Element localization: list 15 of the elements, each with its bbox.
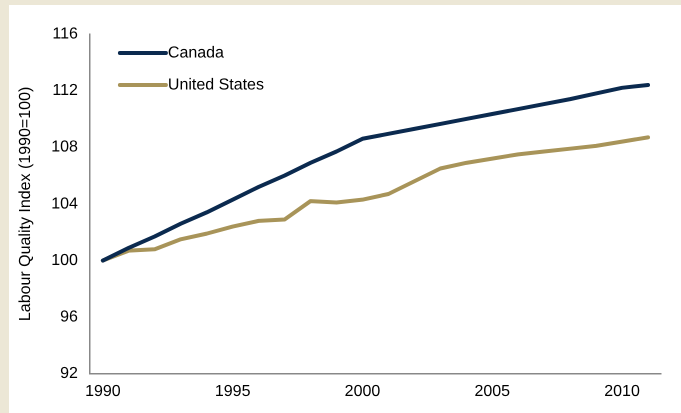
y-tick-label: 112 <box>52 82 78 100</box>
x-tick-label: 1995 <box>214 382 251 400</box>
y-axis-title: Labour Quality Index (1990=100) <box>17 86 34 322</box>
legend-label: Canada <box>168 44 224 62</box>
y-tick-label: 104 <box>51 195 78 212</box>
y-tick-label: 96 <box>60 308 78 326</box>
x-tick-label: 2005 <box>474 382 510 400</box>
y-tick-label: 108 <box>51 138 78 156</box>
y-tick-label: 116 <box>52 25 78 42</box>
y-tick-label: 92 <box>60 365 78 382</box>
x-tick-label: 2000 <box>344 382 380 400</box>
x-tick-label: 1990 <box>85 382 121 400</box>
legend-label: United States <box>168 76 264 94</box>
x-tick-label: 2010 <box>604 382 640 400</box>
y-tick-label: 100 <box>51 252 78 269</box>
